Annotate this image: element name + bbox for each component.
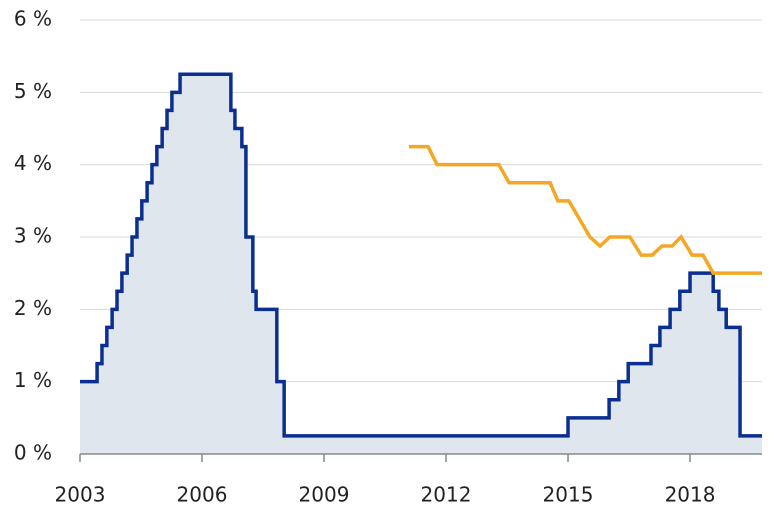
y-tick-label: 5 % [14,79,52,103]
x-tick-label: 2006 [177,483,228,507]
line [80,72,762,438]
y-tick-label: 2 % [14,296,52,320]
x-tick-label: 2018 [665,483,716,507]
line [409,144,762,275]
x-tick-label: 2003 [55,483,106,507]
y-tick-label: 0 % [14,441,52,465]
y-tick-label: 6 % [14,7,52,31]
y-tick-label: 3 % [14,224,52,248]
y-tick-label: 4 % [14,151,52,175]
y-tick-label: 1 % [14,368,52,392]
area [80,74,762,454]
x-tick-label: 2012 [421,483,472,507]
x-tick-label: 2009 [299,483,350,507]
x-tick-label: 2015 [543,483,594,507]
